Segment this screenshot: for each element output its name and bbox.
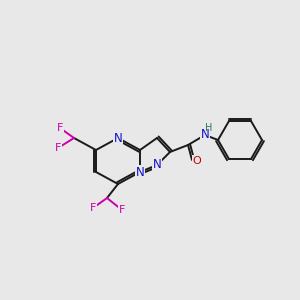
- Text: H: H: [205, 123, 213, 133]
- Text: F: F: [57, 123, 63, 133]
- Text: N: N: [114, 131, 122, 145]
- Text: F: F: [55, 143, 61, 153]
- Text: N: N: [153, 158, 161, 172]
- Text: N: N: [136, 166, 144, 178]
- Text: F: F: [90, 203, 96, 213]
- Text: O: O: [193, 156, 201, 166]
- Text: N: N: [201, 128, 209, 142]
- Text: F: F: [119, 205, 125, 215]
